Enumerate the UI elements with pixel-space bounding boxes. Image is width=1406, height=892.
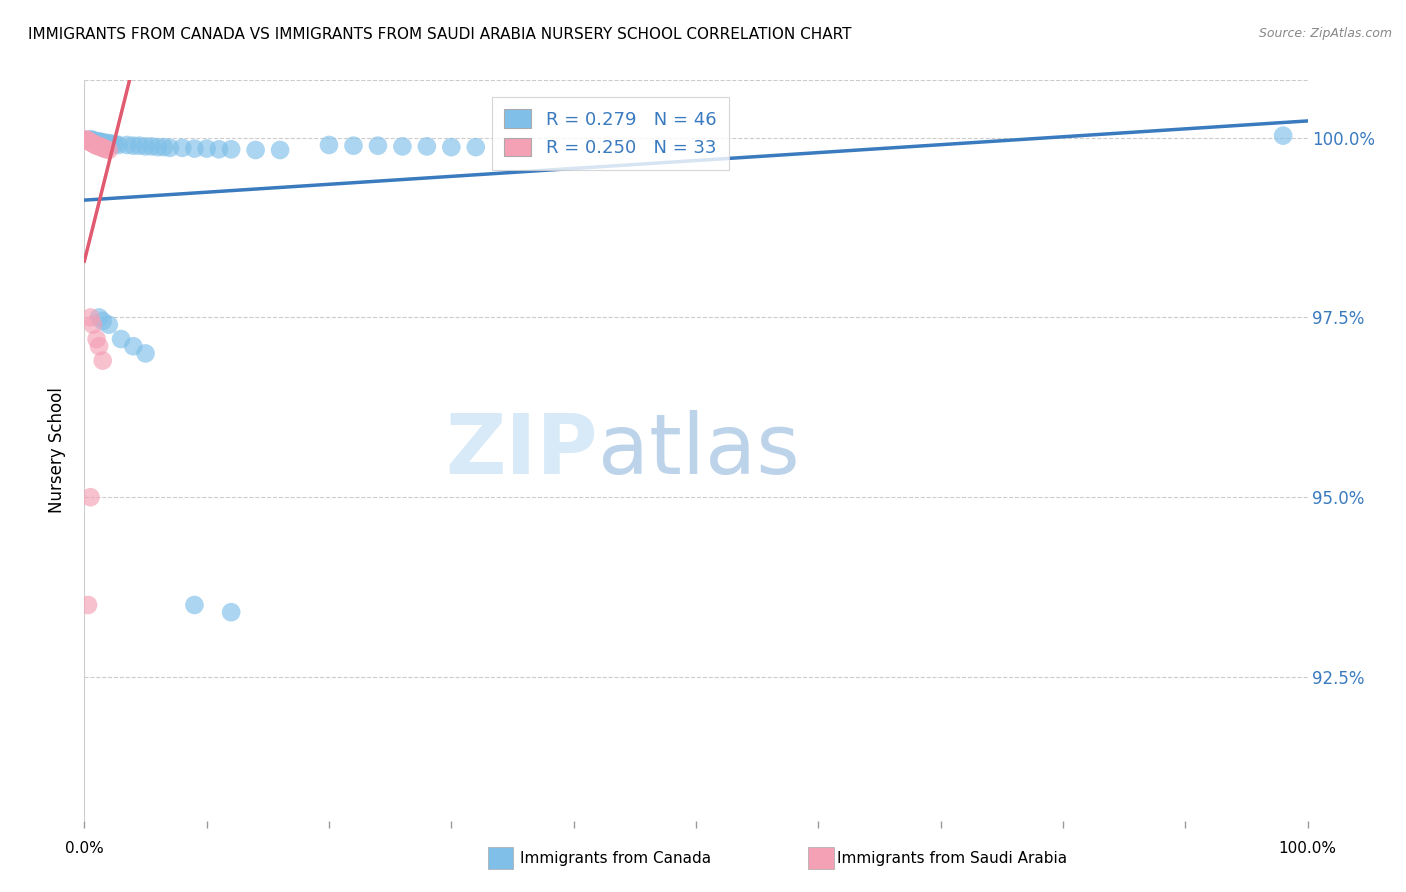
Point	[153, 140, 176, 154]
Point	[107, 138, 129, 153]
Point	[91, 353, 114, 368]
Point	[90, 135, 112, 149]
Point	[91, 314, 114, 328]
Text: 0.0%: 0.0%	[65, 841, 104, 855]
Point	[122, 339, 145, 353]
Point	[342, 138, 364, 153]
Point	[367, 138, 389, 153]
Point	[87, 139, 110, 153]
Point	[93, 142, 115, 156]
Point	[89, 135, 111, 149]
Point	[90, 140, 112, 154]
Point	[122, 138, 145, 153]
Point	[318, 138, 340, 153]
Y-axis label: Nursery School: Nursery School	[48, 387, 66, 514]
Point	[245, 143, 267, 157]
Text: Immigrants from Canada: Immigrants from Canada	[520, 851, 711, 865]
Point	[93, 136, 115, 150]
Point	[80, 136, 103, 150]
Text: ZIP: ZIP	[446, 410, 598, 491]
Point	[86, 138, 108, 153]
Point	[159, 141, 181, 155]
Point	[86, 134, 108, 148]
Point	[96, 136, 118, 150]
Point	[141, 139, 163, 153]
Point	[87, 339, 110, 353]
Point	[208, 142, 231, 156]
Text: Source: ZipAtlas.com: Source: ZipAtlas.com	[1258, 27, 1392, 40]
Point	[96, 142, 118, 156]
Point	[219, 605, 242, 619]
Point	[391, 139, 413, 153]
Point	[84, 138, 107, 153]
Point	[440, 140, 463, 154]
Legend: R = 0.279   N = 46, R = 0.250   N = 33: R = 0.279 N = 46, R = 0.250 N = 33	[492, 96, 730, 169]
Point	[104, 137, 127, 152]
Point	[146, 140, 169, 154]
Point	[183, 598, 205, 612]
Point	[77, 598, 100, 612]
Point	[79, 135, 101, 149]
Point	[135, 346, 157, 360]
Point	[97, 143, 120, 157]
Point	[110, 332, 132, 346]
Point	[135, 139, 157, 153]
Point	[195, 142, 218, 156]
Text: IMMIGRANTS FROM CANADA VS IMMIGRANTS FROM SAUDI ARABIA NURSERY SCHOOL CORRELATIO: IMMIGRANTS FROM CANADA VS IMMIGRANTS FRO…	[28, 27, 852, 42]
Point	[115, 138, 138, 153]
Point	[75, 132, 97, 146]
Point	[183, 142, 205, 156]
Point	[77, 134, 100, 148]
Point	[87, 138, 110, 153]
Point	[82, 136, 104, 151]
Point	[97, 318, 120, 332]
Point	[83, 137, 105, 152]
Point	[172, 141, 194, 155]
Point	[89, 139, 111, 153]
Point	[79, 490, 101, 504]
Point	[82, 133, 104, 147]
Point	[1272, 128, 1295, 143]
Point	[87, 134, 110, 148]
Point	[100, 136, 122, 151]
Point	[91, 141, 114, 155]
Point	[79, 132, 101, 146]
Point	[79, 310, 101, 325]
Point	[87, 310, 110, 325]
Point	[77, 134, 100, 148]
Point	[269, 143, 291, 157]
Point	[219, 142, 242, 156]
Point	[128, 138, 150, 153]
Text: 100.0%: 100.0%	[1278, 841, 1337, 855]
Point	[83, 134, 105, 148]
Text: Immigrants from Saudi Arabia: Immigrants from Saudi Arabia	[837, 851, 1067, 865]
Text: atlas: atlas	[598, 410, 800, 491]
Point	[82, 318, 104, 332]
Point	[97, 136, 120, 151]
Point	[86, 332, 108, 346]
Point	[76, 133, 98, 147]
Point	[464, 140, 486, 154]
Point	[416, 139, 439, 153]
